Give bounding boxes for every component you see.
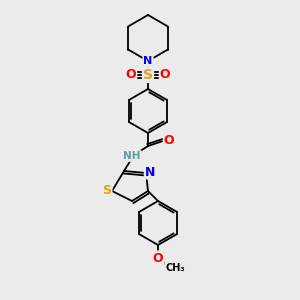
- Text: O: O: [164, 134, 174, 146]
- Text: NH: NH: [123, 151, 141, 161]
- Text: N: N: [143, 56, 153, 66]
- Text: O: O: [126, 68, 136, 82]
- Text: O: O: [153, 251, 163, 265]
- Text: CH₃: CH₃: [165, 263, 185, 273]
- Text: S: S: [103, 184, 112, 197]
- Text: S: S: [143, 68, 153, 82]
- Text: N: N: [145, 166, 155, 178]
- Text: O: O: [160, 68, 170, 82]
